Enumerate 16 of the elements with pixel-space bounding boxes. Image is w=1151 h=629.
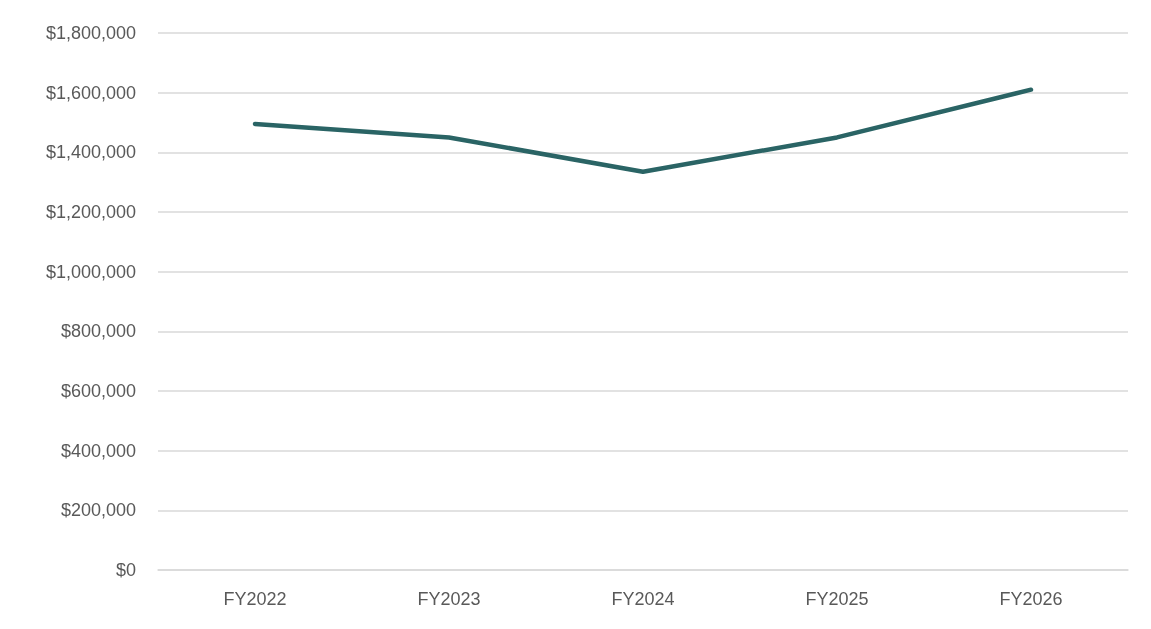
y-tick-label: $0 [115, 560, 136, 580]
y-tick-label: $400,000 [60, 440, 136, 461]
y-tick-label: $800,000 [60, 321, 136, 342]
y-tick-label: $1,000,000 [45, 261, 136, 282]
line-series [252, 87, 1034, 174]
x-tick-label: FY2024 [611, 589, 675, 609]
y-tick-label: $1,800,000 [45, 23, 136, 43]
y-tick-label: $200,000 [60, 500, 136, 521]
y-tick-label: $1,200,000 [45, 202, 136, 222]
x-tick-label: FY2026 [999, 589, 1063, 609]
x-tick-label: FY2022 [223, 589, 287, 609]
x-tick-label: FY2025 [805, 589, 869, 609]
x-tick-label: FY2023 [417, 589, 481, 609]
y-tick-label: $1,400,000 [45, 142, 136, 163]
y-tick-label: $600,000 [60, 381, 136, 401]
y-tick-label: $1,600,000 [45, 82, 136, 103]
